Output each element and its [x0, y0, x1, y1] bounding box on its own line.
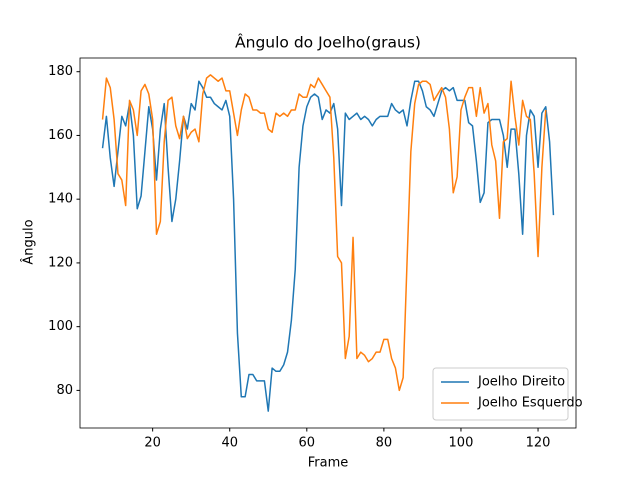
x-tick-label: 80 [376, 436, 393, 451]
y-tick-label: 160 [48, 128, 73, 143]
chart-title: Ângulo do Joelho(graus) [235, 33, 421, 52]
x-tick-label: 60 [299, 436, 316, 451]
y-tick-label: 120 [48, 255, 73, 270]
y-tick-label: 180 [48, 64, 73, 79]
line-series [101, 74, 547, 392]
x-tick-label: 40 [221, 436, 238, 451]
x-axis-label: Frame [308, 456, 349, 471]
legend-label: Joelho Esquerdo [477, 396, 583, 411]
y-axis-label: Ângulo [21, 219, 37, 264]
x-tick-label: 100 [449, 436, 474, 451]
legend-label: Joelho Direito [477, 375, 565, 390]
y-tick-label: 80 [56, 383, 73, 398]
x-tick-label: 20 [144, 436, 161, 451]
y-tick-label: 140 [48, 192, 73, 207]
plot-frame [79, 57, 577, 429]
legend-box [432, 367, 569, 421]
y-tick-label: 100 [48, 319, 73, 334]
x-tick-label: 120 [526, 436, 551, 451]
line-series [101, 80, 555, 412]
